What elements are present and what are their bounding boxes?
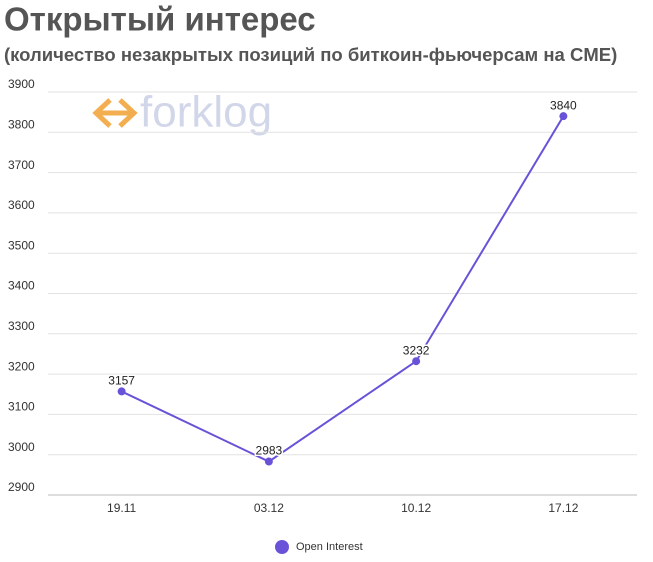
y-tick-label: 2900 xyxy=(8,480,35,494)
y-tick-label: 3900 xyxy=(8,77,35,91)
x-tick-label: 10.12 xyxy=(401,501,431,515)
chart-title: Открытый интерес xyxy=(4,1,316,38)
data-point xyxy=(117,387,126,396)
data-point xyxy=(264,457,273,466)
watermark-text: forklog xyxy=(140,88,272,137)
y-tick-label: 3700 xyxy=(8,158,35,172)
data-point xyxy=(559,112,568,121)
data-label: 2983 xyxy=(256,444,283,458)
x-tick-label: 17.12 xyxy=(548,501,578,515)
data-label: 3840 xyxy=(550,98,577,112)
y-tick-label: 3200 xyxy=(8,359,35,373)
data-point xyxy=(412,357,421,366)
data-label: 3157 xyxy=(108,374,135,388)
chart-subtitle: (количество незакрытых позиций по биткои… xyxy=(4,44,617,65)
y-tick-label: 3300 xyxy=(8,319,35,333)
y-tick-label: 3500 xyxy=(8,238,35,252)
series-line xyxy=(121,115,565,463)
y-tick-label: 3000 xyxy=(8,440,35,454)
watermark-logo: forklog xyxy=(92,88,272,137)
logo-icon xyxy=(92,98,138,128)
x-tick-label: 19.11 xyxy=(107,501,136,515)
y-tick-label: 3600 xyxy=(8,198,35,212)
y-tick-label: 3800 xyxy=(8,117,35,131)
legend-label: Open Interest xyxy=(296,541,363,553)
legend-marker xyxy=(275,540,289,554)
x-tick-label: 03.12 xyxy=(254,501,284,515)
y-tick-label: 3100 xyxy=(8,400,35,414)
y-tick-label: 3400 xyxy=(8,279,35,293)
data-label: 3232 xyxy=(403,343,430,357)
